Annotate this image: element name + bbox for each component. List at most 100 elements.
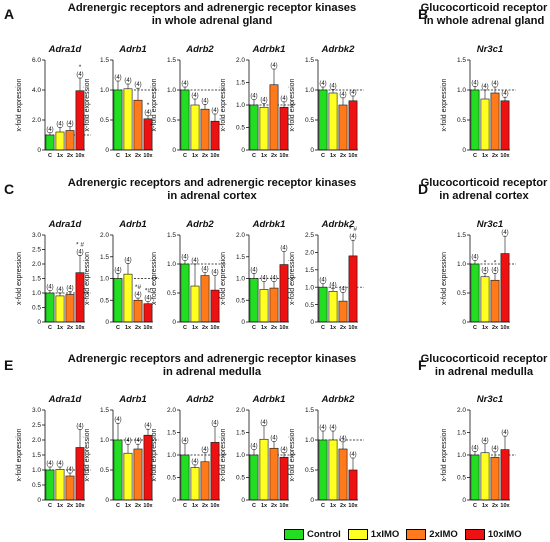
y-tick-label: 0.5 [167, 290, 176, 297]
bar-2x [200, 461, 210, 501]
x-tick-label: 10x [75, 503, 85, 509]
y-tick-label: 0 [241, 497, 245, 504]
x-tick-label: 1x [261, 503, 268, 509]
bar-C [180, 263, 190, 323]
y-tick-label: 0.5 [236, 297, 245, 304]
y-tick-label: 1.5 [32, 276, 41, 283]
y-tick-label: 0 [37, 147, 41, 154]
bar-2x [269, 447, 279, 501]
bar-1x [55, 131, 65, 151]
x-tick-label: 10x [75, 153, 85, 159]
bar-1x [328, 439, 338, 501]
n-label: (4) [66, 121, 73, 127]
n-label: (4) [114, 267, 121, 273]
bar-C [180, 454, 190, 501]
x-tick-label: 10x [500, 503, 510, 509]
n-label: (4) [260, 276, 267, 282]
y-tick-label: 3.0 [32, 407, 41, 414]
x-tick-label: 10x [210, 325, 220, 331]
y-tick-label: 1.0 [32, 290, 41, 297]
n-label: (4) [501, 91, 508, 97]
bar-1x [480, 452, 490, 501]
significance-mark: * [494, 259, 497, 266]
x-tick-label: 2x [271, 325, 278, 331]
n-label: (4) [76, 424, 83, 430]
y-tick-label: 3.0 [32, 232, 41, 239]
bar-C [318, 89, 328, 151]
chart-title: Adrb2 [185, 219, 214, 230]
bar-C [45, 469, 55, 501]
x-tick-label: C [48, 153, 52, 159]
y-tick-label: 4.0 [32, 87, 41, 94]
chart-e-adrb2: Adrb2 x-fold expression 0 0.5 1.0 1.5 2.0 (4) C (… [151, 394, 226, 509]
bar-C [180, 89, 190, 151]
n-label: (4) [144, 110, 151, 116]
x-tick-label: 2x [492, 153, 499, 159]
y-axis-label: x-fold expression [289, 78, 296, 131]
legend-swatch-2ximo [406, 528, 427, 540]
y-axis-label: x-fold expression [441, 428, 448, 481]
x-tick-label: 1x [482, 325, 489, 331]
bar-10x [279, 264, 289, 323]
y-tick-label: 0 [462, 319, 466, 326]
chart-c-adra1d: Adra1d x-fold expression 0 0.5 1.0 1.5 2.0 2.5 3… [16, 219, 91, 331]
bar-2x [490, 279, 500, 323]
bar-1x [55, 469, 65, 501]
bar-C [45, 134, 55, 151]
n-label: (4) [201, 98, 208, 104]
legend-swatch-1ximo [347, 528, 368, 540]
n-label: (4) [144, 423, 151, 429]
n-label: (4) [144, 296, 151, 302]
chart-title: Adrbk2 [321, 44, 355, 55]
x-tick-label: 1x [125, 325, 132, 331]
y-tick-label: 1.5 [457, 232, 466, 239]
bar-2x [490, 92, 500, 151]
x-tick-label: 1x [57, 153, 64, 159]
heading-b: Glucocorticoid receptor in whole adrenal… [420, 2, 548, 27]
bar-10x [500, 253, 510, 323]
x-tick-label: C [48, 503, 52, 509]
x-tick-label: 1x [482, 153, 489, 159]
x-tick-label: 10x [500, 153, 510, 159]
bar-2x [133, 448, 143, 501]
legend-label-10ximo: 10xIMO [487, 528, 522, 540]
bar-C [318, 286, 328, 323]
n-label: (4) [329, 83, 336, 89]
n-label: (4) [66, 286, 73, 292]
bar-1x [480, 276, 490, 323]
bar-10x [348, 100, 358, 151]
x-tick-label: 2x [67, 503, 74, 509]
chart-a-adrbk2: Adrbk2 x-fold expression 0 0.5 1.0 1.5 (4) C (4)… [289, 44, 364, 159]
x-tick-label: 1x [261, 325, 268, 331]
y-tick-label: 0.5 [457, 475, 466, 482]
y-tick-label: 1.5 [100, 254, 109, 261]
y-tick-label: 1.5 [100, 57, 109, 64]
chart-title: Adrb1 [118, 219, 146, 230]
n-label: (4) [124, 78, 131, 84]
n-label: (4) [270, 276, 277, 282]
n-label: (4) [349, 90, 356, 96]
y-tick-label: 0.5 [167, 117, 176, 124]
x-tick-label: C [473, 503, 477, 509]
y-tick-label: 1.5 [236, 80, 245, 87]
x-tick-label: C [321, 503, 325, 509]
x-tick-label: 10x [210, 153, 220, 159]
bar-2x [65, 130, 75, 151]
bar-2x [65, 294, 75, 323]
x-tick-label: 10x [500, 325, 510, 331]
y-tick-label: 1.0 [236, 276, 245, 283]
legend-item-2ximo: 2xIMO [406, 528, 458, 540]
bar-10x [279, 106, 289, 151]
legend: Control 1xIMO 2xIMO 10xIMO [284, 527, 550, 541]
n-label: (4) [319, 278, 326, 284]
y-axis-label: x-fold expression [220, 78, 227, 131]
chart-title: Adrb2 [185, 44, 214, 55]
x-tick-label: 1x [192, 325, 199, 331]
x-tick-label: 10x [348, 503, 358, 509]
x-tick-label: 2x [271, 503, 278, 509]
bar-2x [133, 99, 143, 151]
y-tick-label: 2.0 [305, 250, 314, 257]
y-tick-label: 1.5 [167, 57, 176, 64]
bar-2x [200, 275, 210, 323]
panel-label-f: F [418, 357, 427, 373]
